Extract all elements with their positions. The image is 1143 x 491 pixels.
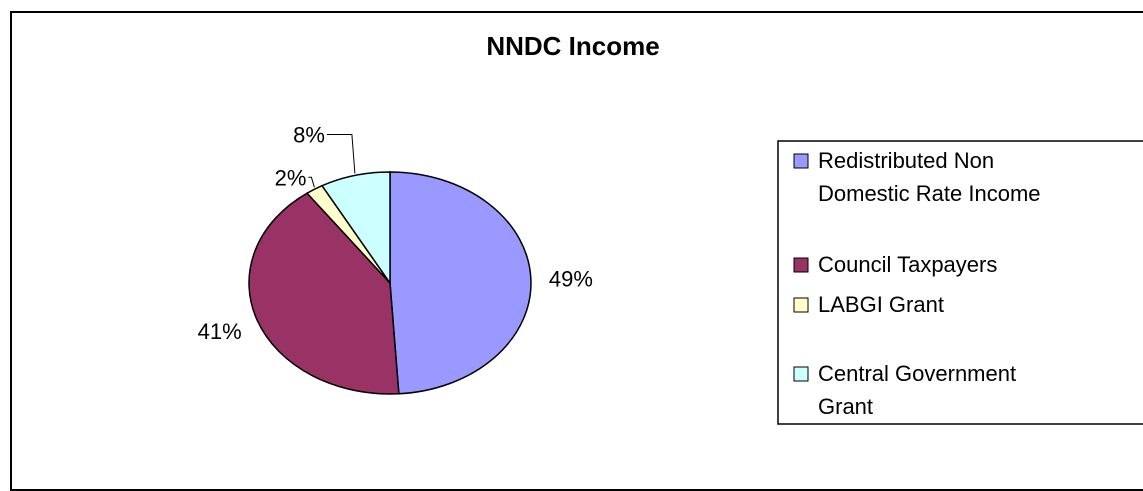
data-label: 8% xyxy=(293,123,325,148)
legend-label: Central Government xyxy=(818,361,1016,386)
pie-slice xyxy=(389,171,532,395)
chart-title: NNDC Income xyxy=(486,31,659,61)
legend: Redistributed Non Domestic Rate Income Cou… xyxy=(777,140,1143,425)
legend-swatch xyxy=(793,297,809,313)
pie-slice xyxy=(320,171,391,286)
leader-line xyxy=(326,134,356,174)
data-label: 2% xyxy=(275,165,307,190)
legend-label: Grant xyxy=(818,394,873,419)
legend-swatch xyxy=(793,153,809,169)
leader-line xyxy=(308,176,315,188)
pie-slices xyxy=(248,171,532,395)
legend-label: Council Taxpayers xyxy=(818,252,997,277)
legend-swatch xyxy=(793,257,809,273)
data-label: 41% xyxy=(198,319,242,344)
legend-box xyxy=(777,140,1143,425)
legend-label: LABGI Grant xyxy=(818,292,944,317)
data-labels: 49% 41% 2% 8% xyxy=(198,123,593,344)
legend-label: Domestic Rate Income xyxy=(818,181,1041,206)
legend-label: Redistributed Non xyxy=(818,148,994,173)
data-label: 49% xyxy=(549,267,593,292)
legend-swatch xyxy=(793,366,809,382)
pie-slice xyxy=(248,192,400,395)
